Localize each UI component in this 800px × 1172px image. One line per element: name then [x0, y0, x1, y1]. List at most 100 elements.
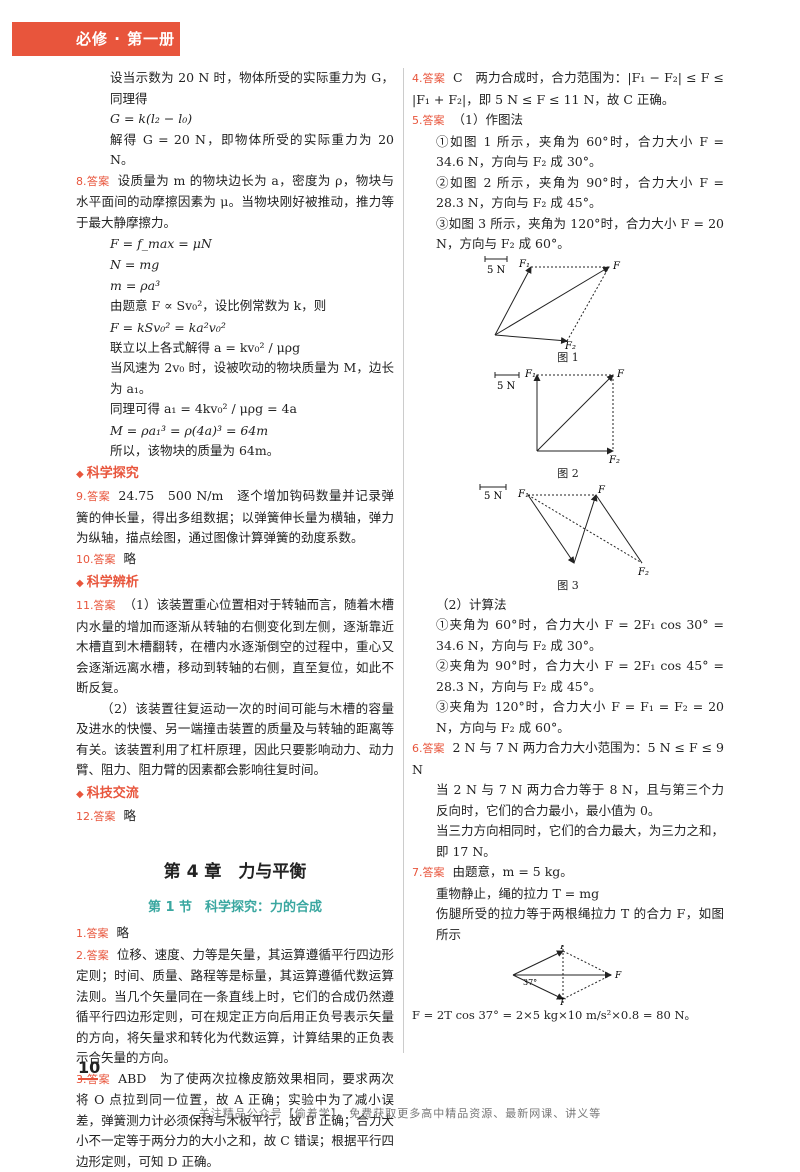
question-number: 7. — [412, 866, 423, 879]
answer-c7: 7.答案由题意，m = 5 kg。 — [412, 862, 724, 884]
label-f: F — [612, 261, 621, 272]
column-divider — [403, 68, 404, 1053]
scale-label: 5 N — [487, 265, 506, 276]
text-line: 同理可得 a₁ = 4kv₀² / μρg = 4a — [76, 399, 394, 420]
scale-label: 5 N — [497, 381, 516, 392]
text-line: 所以，该物块的质量为 64m。 — [76, 441, 394, 462]
figure-3-diagram: 5 N F₁ F F₂ — [478, 483, 658, 577]
text-line: 当风速为 2v₀ 时，设被吹动的物块质量为 M，边长为 a₁。 — [76, 358, 394, 399]
text-line: 伤腿所受的拉力等于两根绳拉力 T 的合力 F，如图所示 — [412, 904, 724, 945]
section-heading: ◆科学辨析 — [76, 572, 394, 595]
chapter-title: 第 4 章 力与平衡 — [76, 857, 394, 882]
figure-caption: 图 2 — [412, 465, 724, 483]
answer-c1: 1.答案略 — [76, 923, 394, 945]
answer-label: 答案 — [87, 490, 111, 503]
label-t: T — [559, 945, 566, 952]
answer-text: 略 — [124, 808, 137, 823]
answer-text: 略 — [117, 925, 130, 940]
answer-text: 设质量为 m 的物块边长为 a，密度为 ρ，物块与水平面间的动摩擦因素为 μ。当… — [76, 173, 394, 230]
scale-label: 5 N — [484, 491, 503, 502]
figure-caption: 图 1 — [412, 349, 724, 367]
answer-c5: 5.答案 （1）作图法 — [412, 110, 724, 132]
question-number: 11. — [76, 599, 94, 612]
label-t: T — [559, 998, 566, 1005]
traction-diagram: T T F 37° — [503, 945, 633, 1005]
answer-label: 答案 — [423, 866, 445, 879]
formula: G = k(l₂ − l₀) — [76, 109, 394, 130]
question-number: 9. — [76, 490, 87, 503]
question-number: 2. — [76, 949, 87, 962]
text-line: 当三力方向相同时，它们的合力最大，为三力之和，即 17 N。 — [412, 821, 724, 862]
question-number: 12. — [76, 810, 94, 823]
text-line: ①如图 1 所示，夹角为 60°时，合力大小 F = 34.6 N，方向与 F₂… — [412, 132, 724, 173]
question-number: 5. — [412, 114, 423, 127]
answer-label: 答案 — [423, 72, 446, 85]
answer-text: 24.75 500 N/m 逐个增加钩码数量并记录弹簧的伸长量，得出多组数据；以… — [76, 488, 394, 545]
question-number: 10. — [76, 553, 94, 566]
label-f1: F₁ — [524, 369, 536, 380]
left-column: 设当示数为 20 N 时，物体所受的实际重力为 G，同理得 G = k(l₂ −… — [76, 68, 394, 1172]
text-line: ①夹角为 60°时，合力大小 F = 2F₁ cos 30° = 34.6 N，… — [412, 615, 724, 656]
text-line: ②夹角为 90°时，合力大小 F = 2F₁ cos 45° = 28.3 N，… — [412, 656, 724, 697]
section-title: 第 1 节 科学探究：力的合成 — [76, 896, 394, 915]
answer-label: 答案 — [423, 742, 445, 755]
figure-1-diagram: 5 N F₁ F F₂ — [483, 255, 653, 349]
answer-text: C 两力合成时，合力范围为：|F₁ − F₂| ≤ F ≤ |F₁ + F₂|，… — [412, 70, 724, 107]
text-line: 设当示数为 20 N 时，物体所受的实际重力为 G，同理得 — [76, 68, 394, 109]
answer-11: 11.答案（1）该装置重心位置相对于转轴而言，随着木槽内水量的增加而逐渐从转轴的… — [76, 595, 394, 699]
answer-label: 答案 — [87, 949, 109, 962]
answer-12: 12.答案略 — [76, 806, 394, 828]
answer-label: 答案 — [423, 114, 445, 127]
label-f: F — [614, 971, 622, 981]
label-f: F — [616, 369, 625, 380]
text-paragraph: （2）该装置往复运动一次的时间可能与木槽的容量及进水的快慢、另一端撞击装置的质量… — [76, 699, 394, 781]
answer-10: 10.答案略 — [76, 549, 394, 571]
label-f1: F₁ — [518, 259, 530, 270]
formula: N = mg — [76, 254, 394, 275]
answer-c2: 2.答案位移、速度、力等是矢量，其运算遵循平行四边形定则；时间、质量、路程等是标… — [76, 945, 394, 1069]
formula: F = kSv₀² = ka²v₀² — [76, 317, 394, 338]
formula: m = ρa³ — [76, 275, 394, 296]
section-heading: ◆科技交流 — [76, 783, 394, 806]
text-line: 重物静止，绳的拉力 T = mg — [412, 884, 724, 905]
header-tab: 必修 · 第一册 — [12, 22, 180, 56]
formula: M = ρa₁³ = ρ(4a)³ = 64m — [76, 420, 394, 441]
question-number: 6. — [412, 742, 423, 755]
label-f1: F₁ — [517, 489, 529, 500]
label-f2: F₂ — [608, 455, 620, 465]
answer-text: （1）该装置重心位置相对于转轴而言，随着木槽内水量的增加而逐渐从转轴的右侧变化到… — [76, 597, 394, 695]
answer-text: 由题意，m = 5 kg。 — [453, 864, 573, 879]
page-number-underline — [78, 1078, 98, 1080]
text-line: F = 2T cos 37° = 2×5 kg×10 m/s²×0.8 = 80… — [412, 1005, 724, 1026]
answer-8: 8.答案设质量为 m 的物块边长为 a，密度为 ρ，物块与水平面间的动摩擦因素为… — [76, 171, 394, 234]
text-line: 解得 G = 20 N，即物体所受的实际重力为 20 N。 — [76, 130, 394, 171]
figure-caption: 图 3 — [412, 577, 724, 595]
answer-text: 2 N 与 7 N 两力合力大小范围为：5 N ≤ F ≤ 9 N — [412, 740, 724, 777]
answer-label: 答案 — [94, 553, 116, 566]
answer-label: 答案 — [94, 599, 116, 612]
label-f2: F₂ — [637, 567, 649, 577]
page-number: 10 — [78, 1058, 100, 1077]
text-line: ③如图 3 所示，夹角为 120°时，合力大小 F = 20 N，方向与 F₂ … — [412, 214, 724, 255]
text-line: 由题意 F ∝ Sv₀²，设比例常数为 k，则 — [76, 296, 394, 317]
label-f2: F₂ — [564, 341, 576, 349]
question-number: 1. — [76, 927, 87, 940]
text-line: （2）计算法 — [412, 595, 724, 616]
question-number: 4. — [412, 72, 423, 85]
answer-text: （1）作图法 — [453, 112, 523, 127]
text-line: ③夹角为 120°时，合力大小 F = F₁ = F₂ = 20 N，方向与 F… — [412, 697, 724, 738]
angle-label: 37° — [523, 978, 537, 987]
section-heading: ◆科学探究 — [76, 463, 394, 486]
answer-label: 答案 — [87, 175, 110, 188]
answer-label: 答案 — [87, 927, 109, 940]
text-line: 联立以上各式解得 a = kv₀² / μρg — [76, 338, 394, 359]
figure-2-diagram: 5 N F₁ F F₂ — [493, 367, 643, 465]
label-f: F — [597, 485, 606, 496]
footer-note: 关注精品公众号【偷着学】，免费获取更多高中精品资源、最新网课、讲义等 — [0, 1105, 800, 1121]
text-line: ②如图 2 所示，夹角为 90°时，合力大小 F = 28.3 N，方向与 F₂… — [412, 173, 724, 214]
answer-text: 略 — [124, 551, 137, 566]
